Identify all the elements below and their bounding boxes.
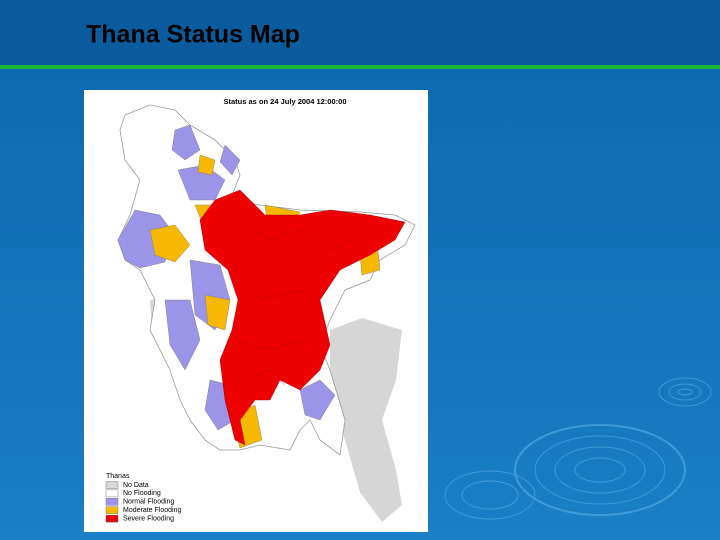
no-data-region bbox=[330, 318, 402, 522]
map-caption: Status as on 24 July 2004 12:00:00 bbox=[224, 97, 347, 106]
legend-swatch bbox=[105, 514, 119, 523]
header-band bbox=[0, 0, 720, 65]
legend-label: Moderate Flooding bbox=[123, 507, 181, 514]
legend-swatch bbox=[105, 489, 119, 498]
legend-label: Severe Flooding bbox=[123, 515, 174, 522]
ripples bbox=[444, 377, 712, 520]
map: Status as on 24 July 2004 12:00:00 bbox=[84, 90, 428, 532]
header-rule bbox=[0, 65, 720, 69]
legend-label: No Data bbox=[123, 482, 149, 489]
legend-title: Thanas bbox=[106, 473, 130, 480]
legend-swatch bbox=[105, 481, 119, 489]
slide-title: Thana Status Map bbox=[86, 21, 300, 49]
legend-swatch bbox=[105, 506, 119, 514]
legend-swatch bbox=[105, 498, 119, 506]
legend-label: Normal Flooding bbox=[123, 499, 174, 506]
thana-borders bbox=[229, 219, 361, 386]
severe-flooding-area bbox=[199, 189, 406, 446]
legend-label: No Flooding bbox=[123, 490, 161, 497]
